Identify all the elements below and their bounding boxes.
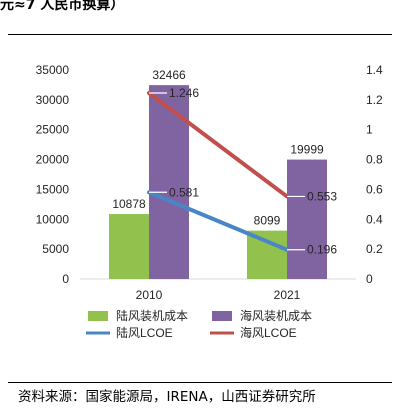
bar-value-label: 19999 xyxy=(290,143,324,157)
right-axis-tick-label: 1 xyxy=(366,123,373,137)
legend-swatch xyxy=(88,311,108,321)
line-value-label: 0.196 xyxy=(307,243,337,257)
category-label: 2021 xyxy=(274,288,301,302)
line-value-label: 0.581 xyxy=(169,185,199,199)
right-axis-tick-label: 1.4 xyxy=(366,63,383,77)
legend-label: 陆风装机成本 xyxy=(116,308,188,323)
right-axis-tick-label: 0.6 xyxy=(366,182,383,196)
bar-value-label: 32466 xyxy=(152,68,186,82)
bottom-rule xyxy=(8,382,392,383)
left-axis-tick-label: 30000 xyxy=(36,93,70,107)
bar-onshore-cost xyxy=(247,230,287,279)
category-label: 2010 xyxy=(136,288,163,302)
left-axis-tick-label: 25000 xyxy=(36,123,70,137)
line-value-label: 1.246 xyxy=(169,86,199,100)
left-axis-tick-label: 15000 xyxy=(36,182,70,196)
source-note: 资料来源：国家能源局，IRENA，山西证券研究所 xyxy=(18,389,316,405)
chart-caption-fragment: 元≈7 人民币换算） xyxy=(0,0,125,13)
legend-swatch xyxy=(212,311,232,321)
right-axis-tick-label: 0 xyxy=(366,272,373,286)
left-axis-tick-label: 35000 xyxy=(36,63,70,77)
right-axis-tick-label: 0.4 xyxy=(366,212,383,226)
left-axis-tick-label: 0 xyxy=(62,272,69,286)
chart-axes: 0 5000 10000 15000 20000 25000 30000 35000 0 0.2 0… xyxy=(36,63,383,302)
data-labels: 10878 8099 32466 19999 0.581 0.196 1.246 0.553 xyxy=(112,68,337,257)
bar-onshore-cost xyxy=(109,214,149,279)
line-onshore-lcoe xyxy=(147,190,289,252)
bar-value-label: 8099 xyxy=(254,214,281,228)
bar-offshore-cost xyxy=(287,159,327,279)
left-axis-tick-label: 5000 xyxy=(42,242,69,256)
line-offshore-lcoe xyxy=(147,90,289,199)
left-axis-tick-label: 10000 xyxy=(36,212,70,226)
chart: 0 5000 10000 15000 20000 25000 30000 35000 0 0.2 0… xyxy=(36,63,383,340)
legend-label: 海风LCOE xyxy=(240,325,297,340)
right-axis-tick-label: 1.2 xyxy=(366,93,383,107)
bar-offshore-cost xyxy=(149,85,189,280)
right-axis-tick-label: 0.8 xyxy=(366,153,383,167)
left-axis-tick-label: 20000 xyxy=(36,153,70,167)
line-value-label: 0.553 xyxy=(307,189,337,203)
right-axis-tick-label: 0.2 xyxy=(366,242,383,256)
legend-label: 海风装机成本 xyxy=(240,308,312,323)
legend-label: 陆风LCOE xyxy=(116,325,173,340)
bar-value-label: 10878 xyxy=(112,197,146,211)
top-rule xyxy=(8,34,392,35)
lines xyxy=(147,90,289,252)
